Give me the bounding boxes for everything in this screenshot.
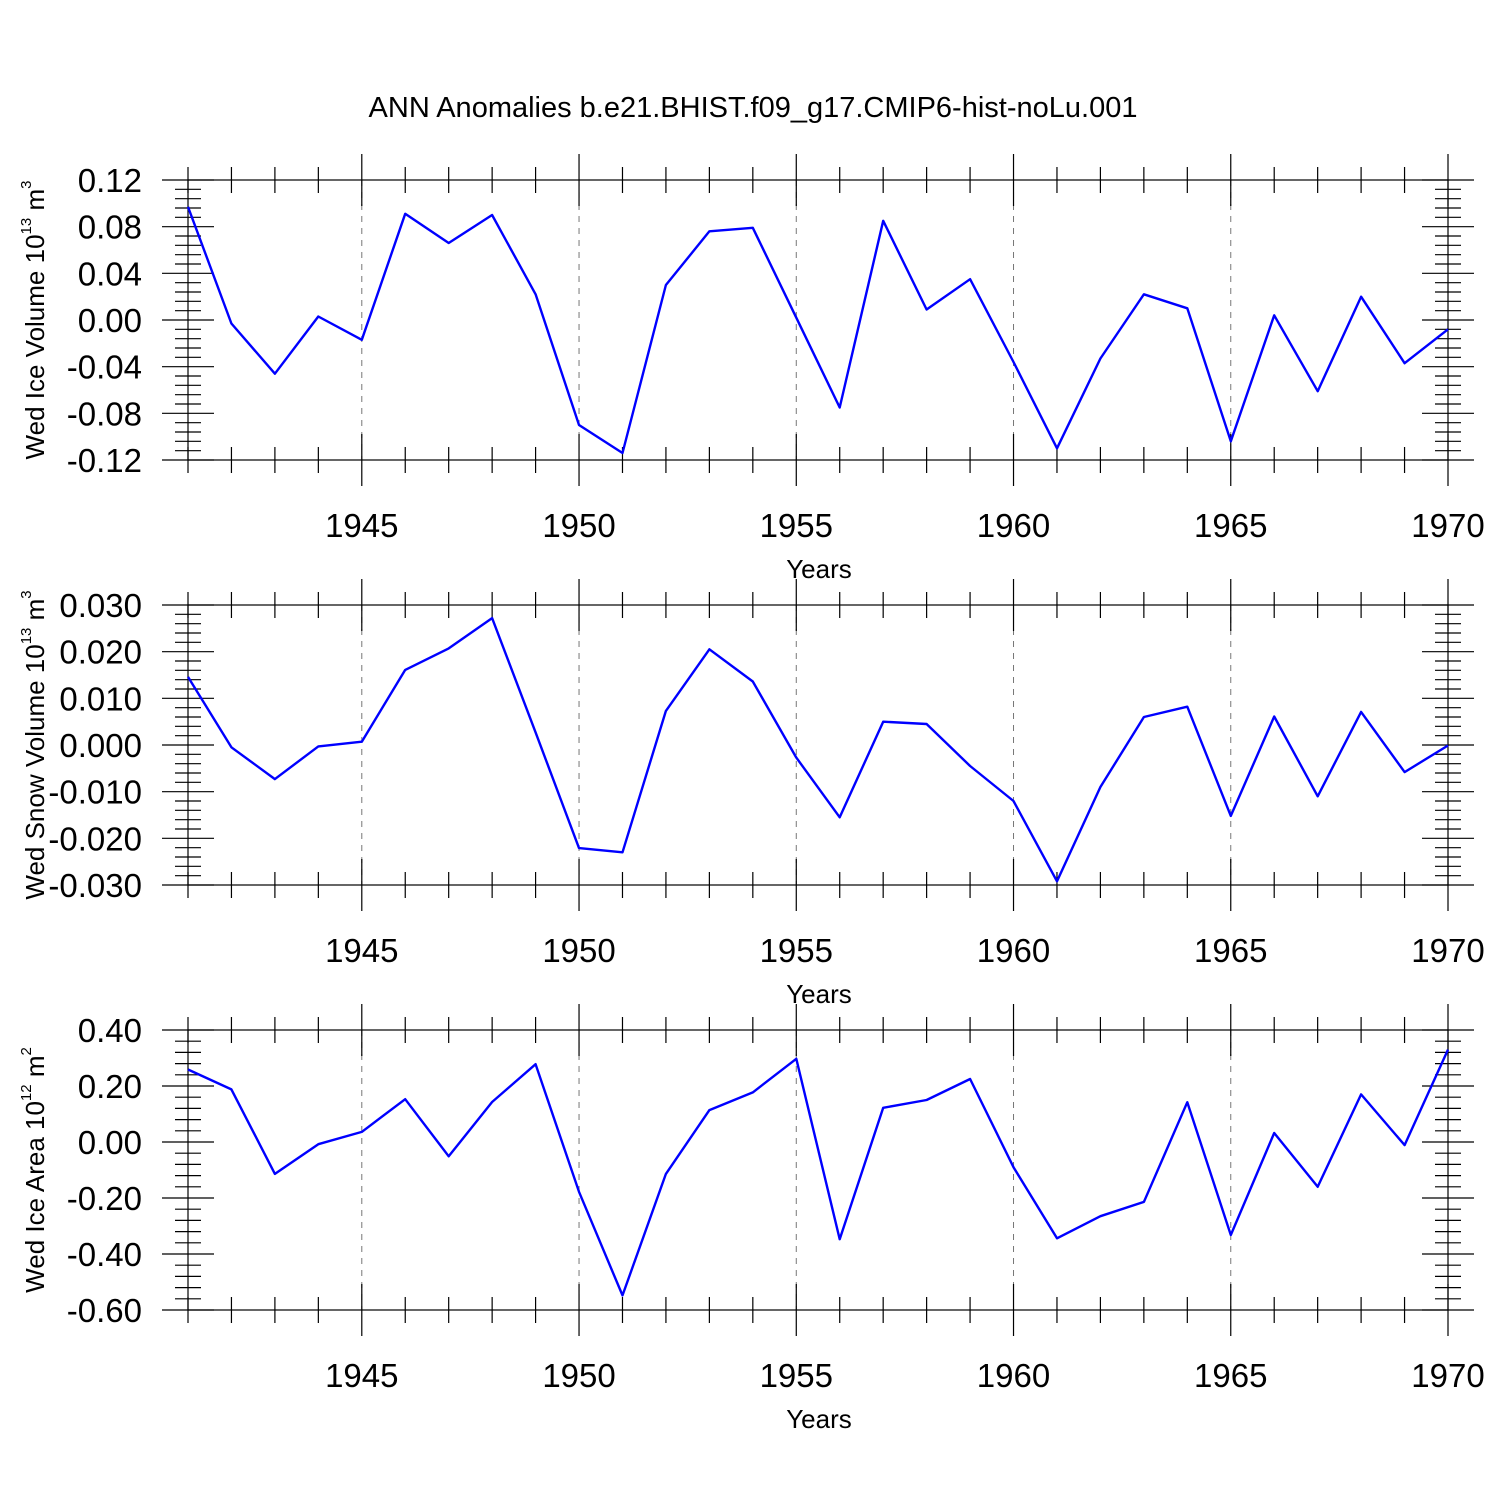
x-tick-label: 1950 xyxy=(542,1357,615,1394)
plot-frame xyxy=(187,1029,1449,1311)
y-tick-label: 0.010 xyxy=(59,680,142,717)
x-axis-label: Years xyxy=(786,554,852,584)
y-tick-label: 0.00 xyxy=(78,1124,142,1161)
x-tick-label: 1965 xyxy=(1194,1357,1267,1394)
x-tick-label: 1965 xyxy=(1194,932,1267,969)
y-tick-label: 0.000 xyxy=(59,727,142,764)
x-tick-label: 1965 xyxy=(1194,507,1267,544)
y-tick-label: 0.030 xyxy=(59,587,142,624)
y-tick-label: 0.20 xyxy=(78,1068,142,1105)
series-line-1 xyxy=(186,206,1449,455)
x-axis-label: Years xyxy=(786,1404,852,1434)
x-tick-label: 1945 xyxy=(325,1357,398,1394)
series-line-1 xyxy=(187,1049,1450,1297)
y-tick-label: 0.00 xyxy=(78,302,142,339)
y-tick-label: -0.04 xyxy=(67,349,142,386)
y-tick-label: -0.12 xyxy=(67,442,142,479)
x-tick-label: 1960 xyxy=(977,1357,1050,1394)
panels: -0.12 -0.08 -0.04 0.00 0.04 0.08 0.12 1945 1950 1… xyxy=(18,154,1485,1434)
x-tick-label: 1945 xyxy=(325,932,398,969)
y-tick-label: 0.12 xyxy=(78,162,142,199)
x-tick-label: 1960 xyxy=(977,932,1050,969)
y-axis-label: Wed Ice Volume 1013 m3 xyxy=(18,181,50,460)
plot-frame xyxy=(187,179,1449,461)
x-tick-label: 1955 xyxy=(760,507,833,544)
y-tick-label: -0.010 xyxy=(48,774,142,811)
y-axis-label: Wed Ice Area 1012 m2 xyxy=(18,1047,50,1293)
x-tick-label: 1970 xyxy=(1411,1357,1484,1394)
y-tick-label: -0.020 xyxy=(48,820,142,857)
plot-frame xyxy=(187,604,1449,886)
y-tick-label: 0.04 xyxy=(78,255,142,292)
x-axis-label: Years xyxy=(786,979,852,1009)
x-tick-label: 1970 xyxy=(1411,932,1484,969)
y-tick-label: -0.40 xyxy=(67,1236,142,1273)
x-tick-label: 1970 xyxy=(1411,507,1484,544)
y-axis-label: Wed Snow Volume 1013 m3 xyxy=(18,590,50,899)
x-tick-label: 1960 xyxy=(977,507,1050,544)
y-tick-label: -0.030 xyxy=(48,867,142,904)
y-tick-label: 0.40 xyxy=(78,1012,142,1049)
y-tick-label: 0.020 xyxy=(59,634,142,671)
y-tick-label: -0.08 xyxy=(67,395,142,432)
chart-panel-3: -0.60 -0.40 -0.20 0.00 0.20 0.40 1945 1950 1955 1… xyxy=(18,1004,1485,1434)
y-tick-label: 0.08 xyxy=(78,209,142,246)
x-tick-label: 1950 xyxy=(542,507,615,544)
chart-panel-1: -0.12 -0.08 -0.04 0.00 0.04 0.08 0.12 1945 1950 1… xyxy=(18,154,1485,584)
x-tick-label: 1955 xyxy=(760,932,833,969)
y-tick-label: -0.60 xyxy=(67,1292,142,1329)
series-line-1 xyxy=(186,616,1449,883)
x-tick-label: 1955 xyxy=(760,1357,833,1394)
main-title: ANN Anomalies b.e21.BHIST.f09_g17.CMIP6-… xyxy=(369,92,1138,124)
x-tick-label: 1950 xyxy=(542,932,615,969)
x-tick-label: 1945 xyxy=(325,507,398,544)
chart-panel-2: -0.030 -0.020 -0.010 0.000 0.010 0.020 0.030 19… xyxy=(18,579,1485,1009)
y-tick-label: -0.20 xyxy=(67,1180,142,1217)
